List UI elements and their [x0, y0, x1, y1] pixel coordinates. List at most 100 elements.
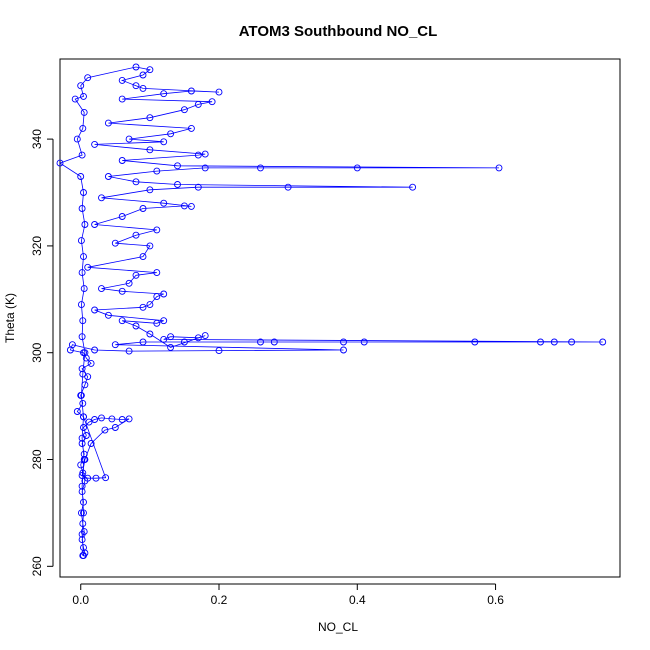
data-point: [78, 536, 86, 544]
data-point: [194, 100, 202, 108]
data-point: [160, 138, 168, 146]
data-point: [160, 290, 168, 298]
data-point: [353, 164, 361, 172]
y-tick-label: 300: [30, 342, 44, 362]
x-axis: 0.0 0.2 0.4 0.6: [72, 583, 504, 607]
data-point: [98, 414, 105, 422]
data-point: [118, 157, 126, 164]
data-point: [180, 106, 188, 114]
data-point: [80, 253, 87, 261]
data-point: [102, 474, 110, 482]
data-point: [160, 199, 168, 207]
data-point: [160, 317, 168, 325]
y-tick-label: 320: [30, 236, 44, 256]
data-point: [98, 285, 105, 293]
data-point: [80, 424, 87, 431]
data-point: [79, 520, 87, 528]
data-point: [146, 186, 154, 194]
data-point: [153, 167, 161, 175]
data-point: [92, 474, 100, 482]
data-point: [160, 90, 168, 98]
data-point: [139, 338, 147, 346]
data-point: [153, 226, 161, 234]
data-point: [78, 488, 86, 496]
data-point: [284, 183, 292, 191]
data-point: [104, 119, 112, 127]
data-point: [80, 92, 87, 100]
data-point: [111, 424, 119, 431]
data-point: [108, 415, 116, 423]
data-point: [153, 293, 161, 301]
data-point: [167, 333, 175, 341]
data-point: [91, 140, 99, 148]
data-point: [77, 301, 85, 309]
data-point: [77, 509, 85, 517]
data-point: [104, 311, 112, 319]
data-point: [125, 415, 133, 423]
data-point: [84, 263, 92, 271]
data-point: [78, 333, 86, 341]
data-point: [340, 346, 347, 354]
data-point: [270, 338, 278, 346]
data-point: [73, 135, 81, 143]
data-point: [194, 151, 202, 159]
data-point: [111, 341, 119, 349]
data-point: [77, 391, 85, 399]
data-point: [201, 332, 209, 340]
data-point: [153, 269, 161, 277]
data-point: [568, 338, 576, 346]
data-point: [194, 334, 202, 342]
data-point: [139, 84, 147, 92]
data-point: [91, 306, 99, 314]
data-point: [68, 341, 76, 349]
data-point: [81, 381, 89, 389]
data-point: [81, 349, 89, 357]
data-point: [215, 88, 223, 96]
data-point: [118, 95, 126, 103]
data-point: [85, 418, 93, 426]
data-point: [78, 482, 86, 490]
data-point: [146, 330, 154, 338]
data-point: [187, 124, 195, 132]
data-point: [153, 319, 161, 327]
data-point: [146, 114, 154, 122]
data-point: [201, 164, 209, 172]
data-point: [167, 343, 175, 351]
data-point: [73, 408, 81, 415]
data-point: [125, 347, 133, 355]
data-point: [80, 450, 88, 458]
data-point: [139, 303, 147, 311]
data-point: [132, 178, 140, 186]
data-point: [174, 181, 181, 188]
data-point: [118, 287, 126, 295]
data-point: [125, 279, 133, 287]
data-point: [77, 173, 85, 180]
data-point: [81, 221, 89, 228]
x-tick-label: 0.6: [487, 593, 504, 607]
data-point: [78, 434, 86, 442]
y-tick-label: 340: [30, 129, 44, 149]
data-point: [146, 242, 154, 250]
data-point: [79, 317, 87, 325]
data-point: [139, 205, 147, 212]
data-point: [187, 202, 195, 210]
data-point: [56, 159, 64, 167]
data-point: [80, 189, 87, 196]
data-point: [118, 76, 126, 84]
data-point: [118, 416, 126, 423]
data-point: [79, 124, 87, 132]
data-point: [599, 338, 607, 346]
y-tick-label: 260: [30, 556, 44, 576]
data-point: [257, 164, 264, 172]
data-point: [77, 82, 85, 90]
data-point: [91, 221, 99, 228]
data-point: [118, 317, 126, 325]
data-point: [132, 322, 140, 330]
data-point: [80, 285, 88, 293]
x-tick-label: 0.2: [211, 593, 228, 607]
data-point: [101, 426, 109, 434]
data-point: [78, 530, 86, 538]
data-point: [132, 271, 140, 279]
series-line: [59, 66, 603, 556]
data-point: [79, 469, 87, 477]
